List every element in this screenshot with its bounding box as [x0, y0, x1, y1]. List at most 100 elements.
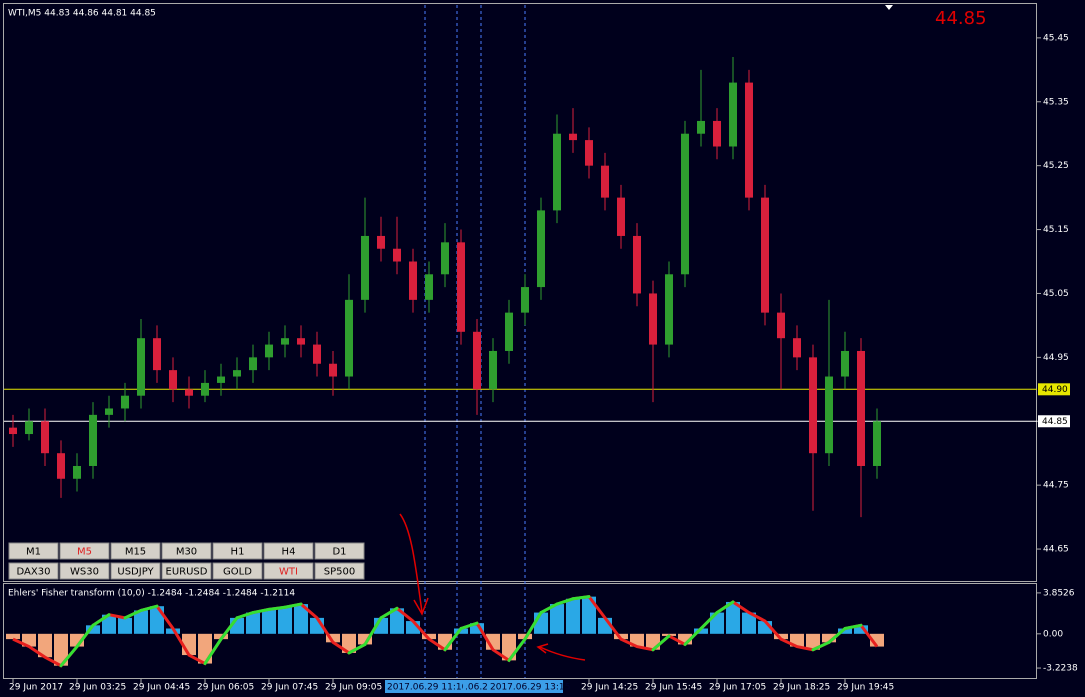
- button[interactable]: [8, 562, 59, 580]
- histogram-bar: [134, 610, 148, 634]
- candle-body: [409, 261, 417, 300]
- candle-body: [377, 235, 385, 249]
- histogram-bar: [6, 633, 20, 640]
- histogram-bar: [550, 604, 564, 634]
- button-label[interactable]: D1: [332, 547, 346, 558]
- x-tick-label: 29 Jun 2017: [9, 683, 63, 693]
- button-label[interactable]: M1: [26, 547, 41, 558]
- fisher-rising-segment: [443, 627, 463, 652]
- candle-body: [57, 453, 65, 479]
- button-label[interactable]: WS30: [70, 567, 99, 578]
- x-tick-label: 29 Jun 18:25: [773, 683, 830, 693]
- button[interactable]: [110, 542, 161, 560]
- fisher-rising-segment: [203, 637, 223, 666]
- button-label[interactable]: H4: [282, 547, 296, 558]
- y-tick-label: 44.65: [1043, 545, 1069, 555]
- histogram-bar: [54, 633, 68, 666]
- candle-body: [217, 376, 225, 383]
- candle-body: [281, 338, 289, 345]
- candle-body: [201, 382, 209, 396]
- histogram-bar: [470, 623, 484, 634]
- candle-body: [233, 370, 241, 377]
- fisher-rising-segment: [507, 637, 527, 662]
- candle-body: [729, 82, 737, 147]
- button[interactable]: [110, 562, 161, 580]
- time-marker-label: 2017.06.29 11:10: [387, 683, 468, 693]
- fisher-rising-segment: [91, 613, 111, 627]
- price-tag: [1038, 415, 1070, 428]
- fisher-rising-segment: [379, 606, 399, 620]
- histogram-bar: [694, 628, 708, 634]
- y-tick-label: 45.15: [1043, 225, 1069, 235]
- fisher-rising-segment: [699, 611, 719, 631]
- button[interactable]: [161, 542, 212, 560]
- y-tick-label: 0.00: [1043, 629, 1063, 639]
- button-label[interactable]: M5: [77, 547, 92, 558]
- fisher-rising-segment: [139, 604, 159, 612]
- histogram-bar: [566, 598, 580, 634]
- histogram-bar: [678, 633, 692, 645]
- histogram-bar: [726, 601, 740, 634]
- shift-marker: [885, 5, 893, 10]
- button-label[interactable]: EURUSD: [166, 567, 208, 578]
- fisher-rising-segment: [715, 600, 735, 615]
- candle-body: [537, 210, 545, 288]
- button-label[interactable]: M30: [176, 547, 197, 558]
- candle-body: [617, 197, 625, 236]
- candle-body: [345, 299, 353, 377]
- histogram-bar: [358, 633, 372, 645]
- button[interactable]: [161, 562, 212, 580]
- button[interactable]: [314, 562, 365, 580]
- candle-body: [73, 465, 81, 479]
- x-tick-label: 29 Jun 07:45: [261, 683, 318, 693]
- candle-body: [681, 133, 689, 275]
- fisher-rising-segment: [827, 627, 847, 644]
- x-tick-label: 29 Jun 17:05: [709, 683, 766, 693]
- candle-body: [745, 82, 753, 198]
- fisher-rising-segment: [555, 597, 575, 606]
- button[interactable]: [263, 542, 314, 560]
- y-tick-label: 45.05: [1043, 289, 1069, 299]
- fisher-rising-segment: [651, 634, 671, 652]
- fisher-rising-segment: [235, 611, 255, 620]
- button-label[interactable]: WTI: [279, 567, 298, 578]
- annotations: [399, 513, 586, 661]
- candle-body: [169, 370, 177, 390]
- candle-body: [713, 120, 721, 147]
- histogram-bar: [822, 633, 836, 643]
- button[interactable]: [212, 542, 263, 560]
- y-tick-label: 45.45: [1043, 33, 1069, 43]
- price-tag: [1038, 383, 1070, 396]
- button-label[interactable]: DAX30: [17, 567, 51, 578]
- time-marker-box: [488, 680, 563, 693]
- x-tick-label: 29 Jun 06:05: [197, 683, 254, 693]
- button-label[interactable]: H1: [231, 547, 245, 558]
- time-marker-box: [463, 680, 488, 693]
- histogram-bar: [742, 612, 756, 634]
- button[interactable]: [8, 542, 59, 560]
- histogram-bar: [422, 633, 436, 640]
- button[interactable]: [263, 562, 314, 580]
- candle-body: [105, 408, 113, 415]
- histogram-bar: [246, 612, 260, 634]
- last-price: 44.85: [935, 8, 987, 29]
- button-label[interactable]: SP500: [324, 567, 355, 578]
- y-tick-label: 45.25: [1043, 161, 1069, 171]
- button[interactable]: [212, 562, 263, 580]
- y-tick-label: 45.35: [1043, 97, 1069, 107]
- candle-body: [329, 363, 337, 377]
- y-tick-label: 44.75: [1043, 481, 1069, 491]
- fisher-rising-segment: [59, 645, 79, 668]
- button-label[interactable]: M15: [125, 547, 146, 558]
- candle-body: [473, 331, 481, 390]
- candle-body: [777, 312, 785, 339]
- fisher-rising-segment: [811, 640, 831, 652]
- button[interactable]: [59, 542, 110, 560]
- button-label[interactable]: GOLD: [223, 567, 252, 578]
- button[interactable]: [314, 542, 365, 560]
- histogram-bar: [774, 633, 788, 640]
- button-label[interactable]: USDJPY: [117, 567, 154, 578]
- button[interactable]: [59, 562, 110, 580]
